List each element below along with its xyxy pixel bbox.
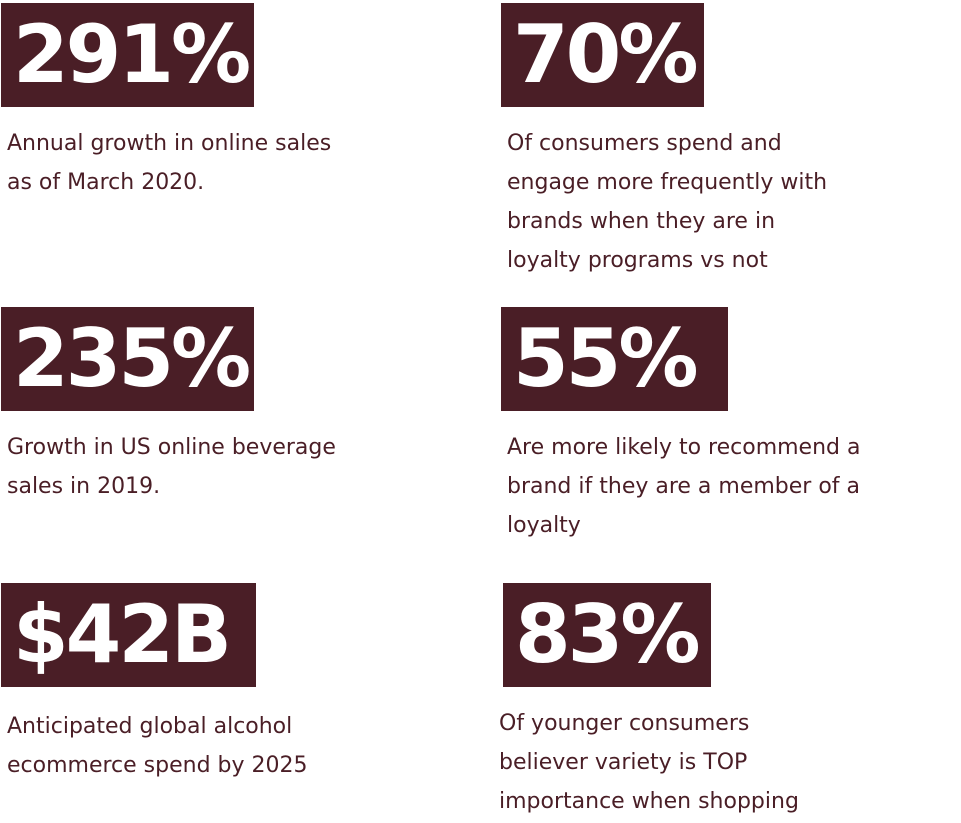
stat-value: 55% [501,307,728,411]
stat-description: Are more likely to recommend a brand if … [507,435,861,538]
stat-younger-consumers-variety: 83% Of younger consumers believer variet… [499,583,869,821]
stat-description: Of younger consumers believer variety is… [499,711,799,814]
stat-description: Growth in US online beverage sales in 20… [7,435,336,499]
stat-description: Annual growth in online sales as of Marc… [7,131,332,195]
stat-description: Of consumers spend and engage more frequ… [507,131,828,273]
stat-value: 83% [503,583,711,687]
stat-online-sales-growth: 291% Annual growth in online sales as of… [1,3,377,202]
stat-value: 235% [1,307,254,411]
stat-alcohol-ecommerce-spend: $42B Anticipated global alcohol ecommerc… [1,583,387,785]
stat-value: 70% [501,3,704,107]
stat-loyalty-engagement: 70% Of consumers spend and engage more f… [501,3,877,280]
stat-loyalty-recommend: 55% Are more likely to recommend a brand… [501,307,907,545]
stat-us-beverage-growth: 235% Growth in US online beverage sales … [1,307,387,506]
stat-value: $42B [1,583,256,687]
stat-description: Anticipated global alcohol ecommerce spe… [7,714,308,778]
stat-value: 291% [1,3,254,107]
